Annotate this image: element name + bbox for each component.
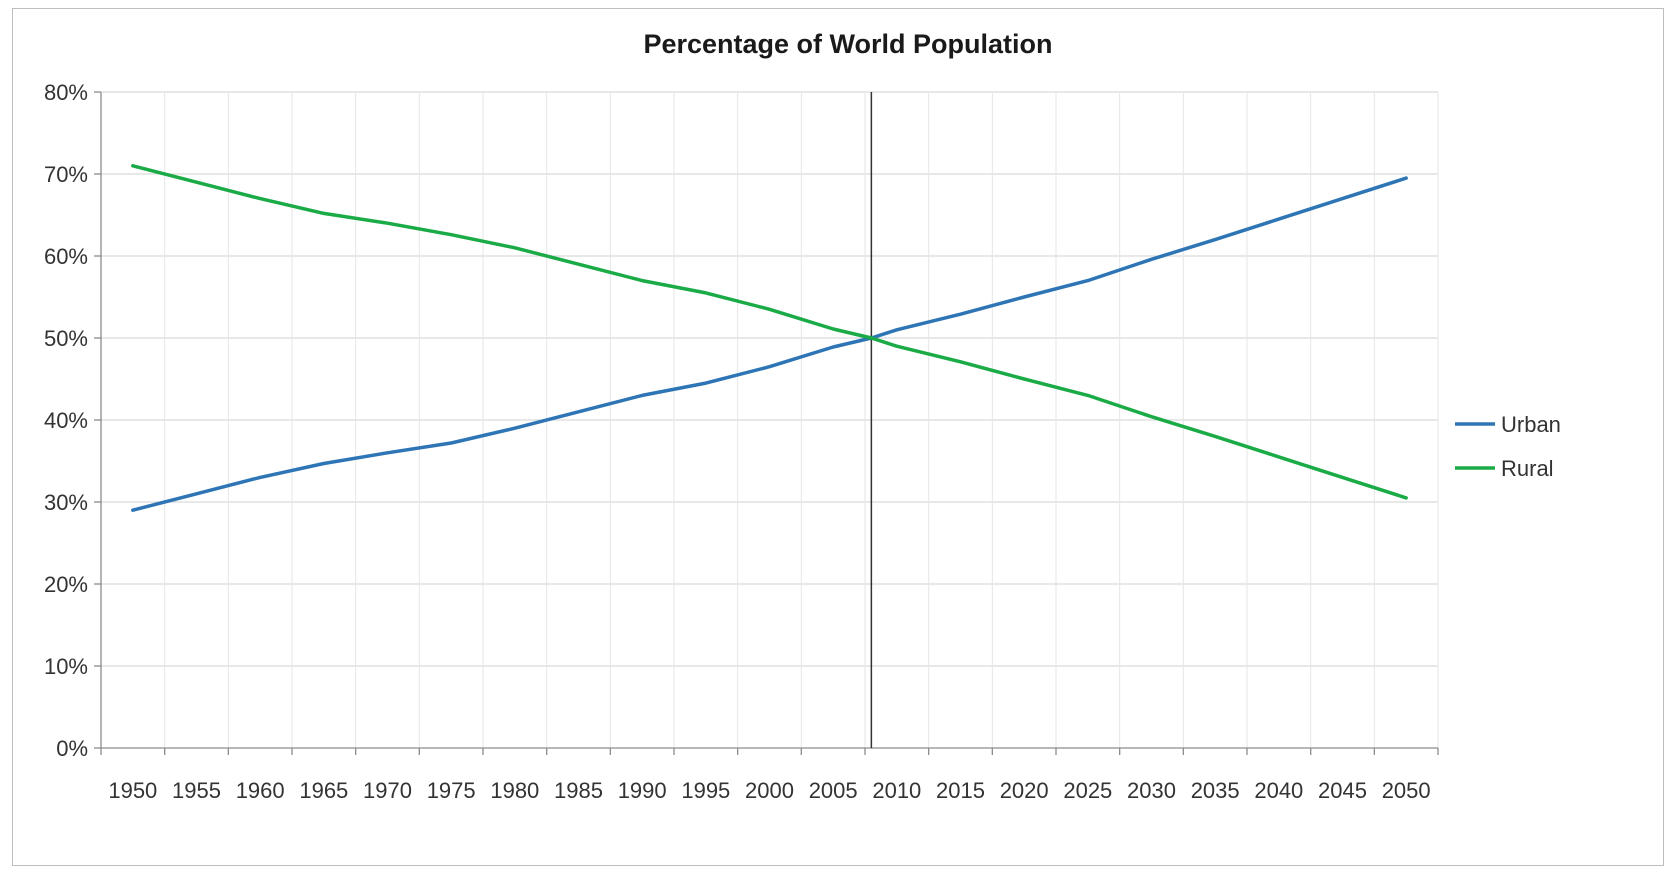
y-tick-label: 60% <box>44 244 88 269</box>
x-tick-label: 2035 <box>1191 778 1240 803</box>
y-tick-labels: 0% 10% 20% 30% 40% 50% 60% 70% 80% <box>44 80 88 761</box>
chart-title: Percentage of World Population <box>643 29 1052 59</box>
x-tick-label: 1995 <box>681 778 730 803</box>
y-tick-label: 20% <box>44 572 88 597</box>
gridlines <box>101 91 1439 748</box>
y-tick-label: 10% <box>44 654 88 679</box>
legend-label-rural: Rural <box>1501 456 1554 481</box>
legend: Urban Rural <box>1455 412 1561 481</box>
line-chart: Percentage of World Population 0% 10% 20% 3… <box>44 29 1561 803</box>
axes <box>94 91 1439 755</box>
x-tick-label: 1990 <box>618 778 667 803</box>
x-tick-label: 1980 <box>490 778 539 803</box>
x-tick-label: 2000 <box>745 778 794 803</box>
x-tick-label: 2050 <box>1382 778 1431 803</box>
legend-label-urban: Urban <box>1501 412 1561 437</box>
y-tick-label: 40% <box>44 408 88 433</box>
x-tick-labels: 1950 1955 1960 1965 1970 1975 1980 1985 1990 1995… <box>108 778 1430 803</box>
y-tick-label: 70% <box>44 162 88 187</box>
y-tick-label: 80% <box>44 80 88 105</box>
series-lines <box>131 164 1408 512</box>
x-tick-label: 2020 <box>1000 778 1049 803</box>
x-tick-label: 2040 <box>1254 778 1303 803</box>
y-tick-label: 0% <box>56 736 88 761</box>
x-tick-label: 1985 <box>554 778 603 803</box>
x-tick-label: 2010 <box>872 778 921 803</box>
series-line-urban <box>131 176 1408 512</box>
x-tick-label: 1960 <box>236 778 285 803</box>
x-tick-label: 2045 <box>1318 778 1367 803</box>
x-tick-label: 2025 <box>1063 778 1112 803</box>
x-tick-label: 1955 <box>172 778 221 803</box>
y-tick-label: 50% <box>44 326 88 351</box>
series-line-rural <box>131 164 1408 500</box>
x-tick-label: 1975 <box>427 778 476 803</box>
x-tick-label: 2030 <box>1127 778 1176 803</box>
x-tick-label: 2015 <box>936 778 985 803</box>
y-tick-label: 30% <box>44 490 88 515</box>
x-tick-label: 1965 <box>299 778 348 803</box>
x-tick-label: 1950 <box>108 778 157 803</box>
x-tick-label: 2005 <box>809 778 858 803</box>
chart-frame: Percentage of World Population 0% 10% 20% 3… <box>12 8 1664 866</box>
x-tick-label: 1970 <box>363 778 412 803</box>
